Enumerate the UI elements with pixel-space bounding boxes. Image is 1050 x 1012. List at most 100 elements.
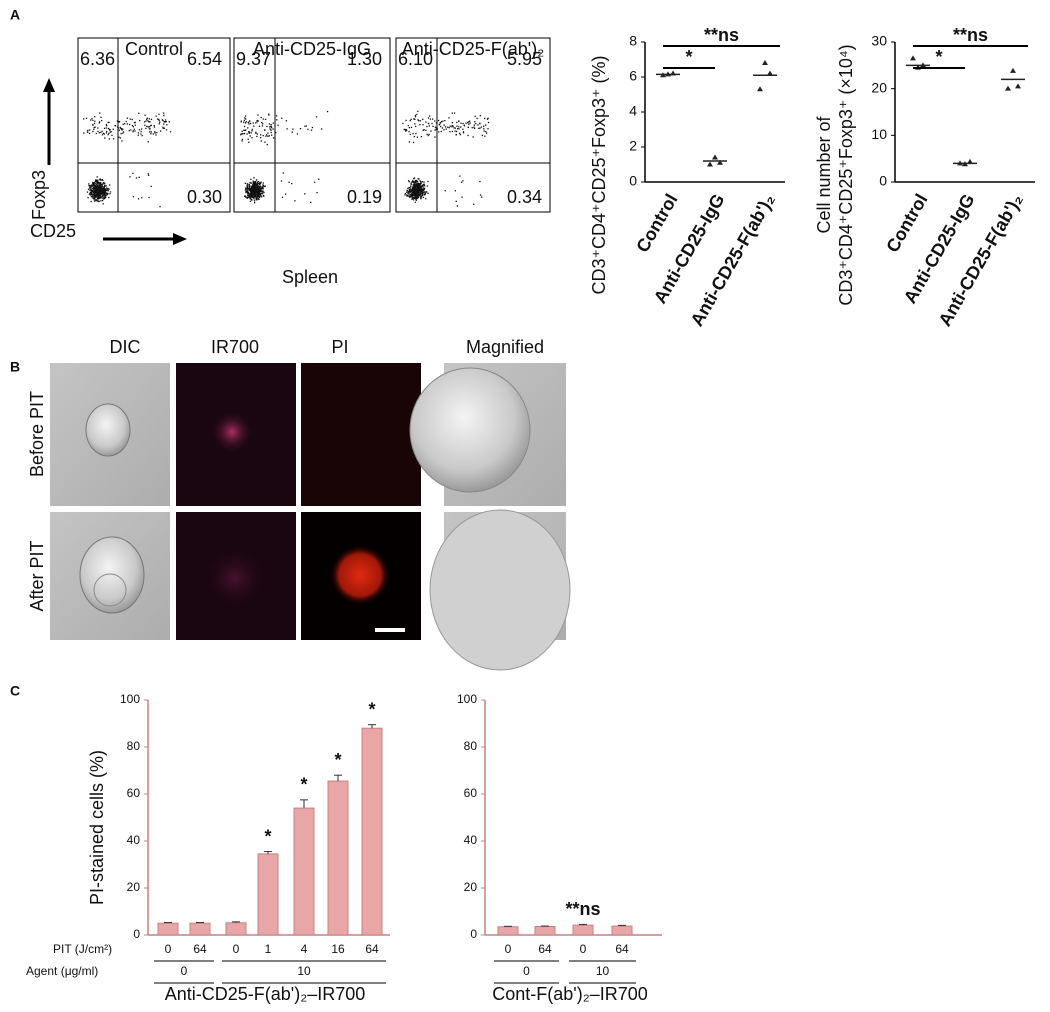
event-dot <box>251 190 253 192</box>
event-dot <box>473 126 475 128</box>
event-dot <box>258 194 261 196</box>
event-dot <box>166 124 168 126</box>
event-dot <box>425 197 427 200</box>
event-dot <box>417 185 419 187</box>
event-dot <box>414 123 416 125</box>
event-dot <box>89 192 91 194</box>
event-dot <box>431 122 433 125</box>
event-dot <box>105 188 107 191</box>
event-dot <box>429 118 432 120</box>
event-dot <box>94 197 96 199</box>
event-dot <box>408 126 411 129</box>
event-dot <box>260 181 262 183</box>
event-dot <box>102 183 104 185</box>
bar <box>293 807 315 936</box>
event-dot <box>481 196 483 198</box>
x-tick-label: 0 <box>580 942 587 956</box>
event-dot <box>416 192 419 195</box>
event-dot <box>256 194 259 196</box>
event-dot <box>418 184 420 187</box>
data-point <box>910 55 916 61</box>
event-dot <box>105 192 107 194</box>
event-dot <box>422 118 424 120</box>
event-dot <box>315 116 318 118</box>
event-dot <box>97 194 99 196</box>
event-dot <box>90 195 93 198</box>
event-dot <box>87 188 90 190</box>
event-dot <box>241 130 243 132</box>
row-label: Before PIT <box>27 391 47 477</box>
event-dot <box>101 179 103 181</box>
event-dot <box>158 113 160 116</box>
event-dot <box>250 193 252 195</box>
event-dot <box>132 126 135 128</box>
event-dot <box>443 124 445 126</box>
cell <box>79 536 145 614</box>
panel-label: B <box>10 359 20 375</box>
x-tick-label: 0 <box>505 942 512 956</box>
event-dot <box>314 181 316 183</box>
event-dot <box>100 186 102 188</box>
event-dot <box>98 198 100 200</box>
event-dot <box>260 190 262 192</box>
event-dot <box>98 122 100 124</box>
event-dot <box>270 123 272 126</box>
event-dot <box>99 188 102 191</box>
event-dot <box>291 182 293 185</box>
event-dot <box>103 181 105 184</box>
event-dot <box>247 184 249 186</box>
event-dot <box>261 196 263 198</box>
event-dot <box>128 123 131 126</box>
event-dot <box>253 177 255 179</box>
event-dot <box>251 199 253 201</box>
event-dot <box>260 194 262 196</box>
event-dot <box>168 121 170 123</box>
event-dot <box>423 194 426 196</box>
event-dot <box>92 119 94 121</box>
event-dot <box>261 125 264 127</box>
event-dot <box>414 181 416 183</box>
event-dot <box>253 183 255 185</box>
event-dot <box>419 182 421 185</box>
event-dot <box>91 193 94 195</box>
event-dot <box>148 126 151 128</box>
event-dot <box>256 179 258 181</box>
event-dot <box>252 181 254 183</box>
event-dot <box>414 188 417 190</box>
event-dot <box>258 191 260 193</box>
event-dot <box>144 114 146 116</box>
event-dot <box>83 118 85 120</box>
event-dot <box>420 189 422 191</box>
event-dot <box>415 132 417 135</box>
event-dot <box>150 124 152 126</box>
event-dot <box>144 124 146 126</box>
event-dot <box>418 178 420 180</box>
event-dot <box>483 128 485 130</box>
event-dot <box>99 112 101 114</box>
data-point <box>1015 83 1021 89</box>
event-dot <box>421 194 423 196</box>
event-dot <box>109 193 111 195</box>
event-dot <box>93 122 96 125</box>
event-dot <box>257 120 259 122</box>
event-dot <box>485 132 488 134</box>
event-dot <box>137 134 139 136</box>
event-dot <box>427 134 429 137</box>
event-dot <box>126 123 129 125</box>
event-dot <box>473 124 475 126</box>
significance-label: * <box>685 47 692 67</box>
event-dot <box>406 189 408 192</box>
event-dot <box>104 195 106 198</box>
event-dot <box>419 184 421 186</box>
event-dot <box>432 118 434 120</box>
event-dot <box>413 180 415 183</box>
event-dot <box>469 120 471 122</box>
event-dot <box>444 119 446 122</box>
event-dot <box>254 192 256 194</box>
event-dot <box>474 121 476 123</box>
event-dot <box>471 127 473 129</box>
event-dot <box>460 181 463 183</box>
event-dot <box>423 181 425 183</box>
event-dot <box>146 118 148 120</box>
image-pi <box>301 363 421 506</box>
